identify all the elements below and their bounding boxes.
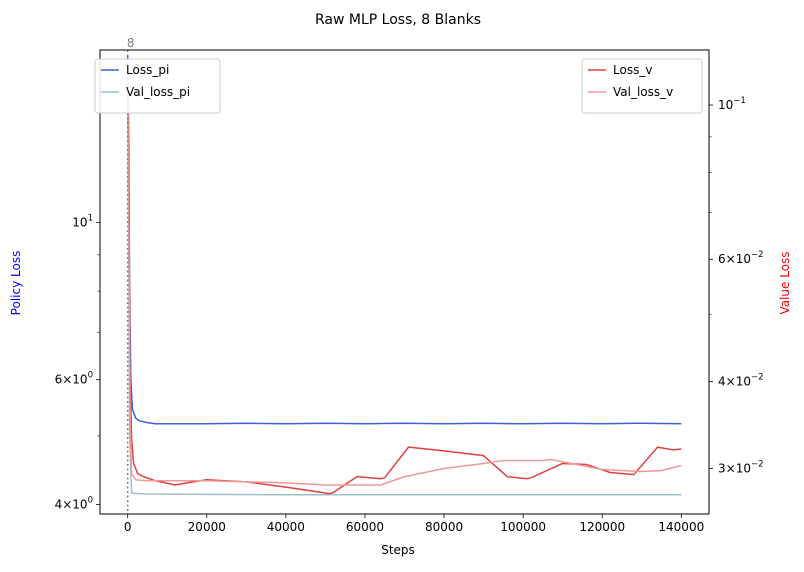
x-tick-label: 0	[124, 520, 132, 534]
y-right-tick-label: 3×10−2	[718, 459, 764, 475]
y-right-tick-label-base: 3×10	[718, 461, 751, 475]
vline-label: 8	[127, 36, 135, 50]
y-left-tick-label-exponent: 0	[88, 371, 93, 381]
y-left-tick-label: 6×100	[55, 371, 93, 387]
y-right-tick-label-base: 4×10	[718, 375, 751, 389]
x-tick-label: 80000	[425, 520, 463, 534]
series-line-loss-v	[126, 70, 682, 495]
y-right-tick-label: 4×10−2	[718, 373, 764, 389]
y-axis-right-title: Value Loss	[778, 251, 792, 314]
y-right-tick-label: 10−1	[718, 96, 746, 112]
y-left-tick-label-base: 10	[72, 215, 87, 229]
x-tick-label: 40000	[267, 520, 305, 534]
legend-left-label: Loss_pi	[126, 63, 169, 77]
plot-frame	[99, 49, 710, 515]
legend-right-label: Val_loss_v	[613, 85, 673, 99]
legend-left: Loss_pi Val_loss_pi	[94, 58, 221, 114]
y-right-tick-label-exponent: −2	[751, 373, 764, 383]
y-axis-left-title: Policy Loss	[9, 251, 23, 316]
plot-area: 8 0 20000 40000 60000 80000 100000 120000 140000…	[55, 36, 764, 534]
series-line-loss-pi	[126, 55, 682, 425]
x-tick-label: 100000	[500, 520, 546, 534]
y-right-tick-label-base: 6×10	[718, 252, 751, 266]
legend-right-label: Loss_v	[613, 63, 652, 77]
x-tick-label: 140000	[658, 520, 704, 534]
y-right-tick-label-base: 10	[718, 98, 733, 112]
x-axis-title: Steps	[381, 543, 415, 557]
legend-right-box	[581, 58, 703, 114]
y-left-tick-label-exponent: 1	[88, 213, 93, 223]
y-left-tick-label-base: 4×10	[55, 498, 88, 512]
x-tick-label: 120000	[579, 520, 625, 534]
y-left-tick-label: 4×100	[55, 496, 93, 512]
y-left-tick-label: 101	[72, 213, 93, 229]
y-left-tick-label-base: 6×10	[55, 373, 88, 387]
x-tick-label: 20000	[188, 520, 226, 534]
y-right-tick-label-exponent: −2	[751, 250, 764, 260]
y-right-tick-label: 6×10−2	[718, 250, 764, 266]
y-right-tick-label-exponent: −2	[751, 459, 764, 469]
y-left-tick-label-exponent: 0	[88, 496, 93, 506]
series-line-val-loss-v	[126, 70, 682, 486]
legend-left-label: Val_loss_pi	[126, 85, 190, 99]
legend-left-box	[94, 58, 221, 114]
chart-title: Raw MLP Loss, 8 Blanks	[315, 12, 481, 28]
x-tick-label: 60000	[346, 520, 384, 534]
legend-right: Loss_v Val_loss_v	[581, 58, 703, 114]
y-right-tick-label-exponent: −1	[733, 96, 746, 106]
